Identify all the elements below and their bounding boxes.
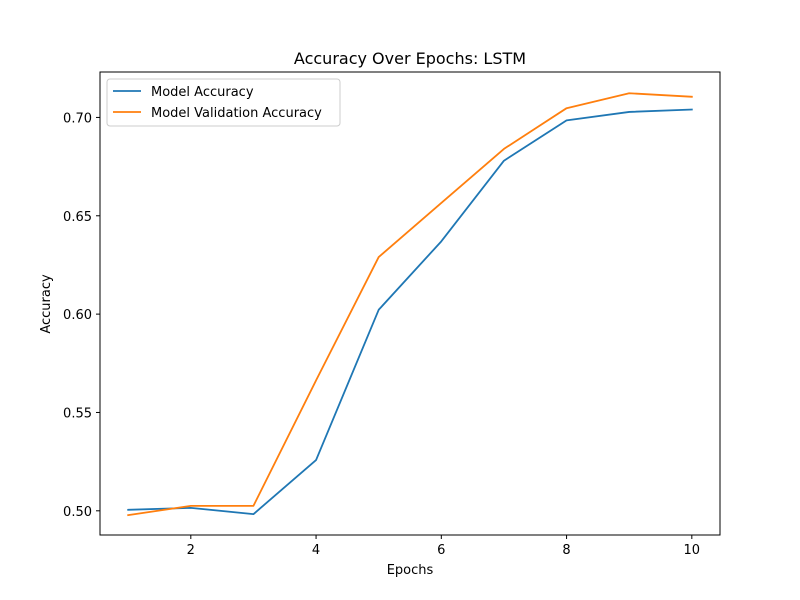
plot-area: 2 4 6 8 10 0.50 0.55 0.60 0.65 0.70 Model Accuracy… [63,71,721,558]
y-axis-label: Accuracy [39,274,54,334]
x-tick-label: 8 [562,543,570,558]
y-tick-label: 0.60 [63,308,92,323]
x-tick-label: 10 [684,543,701,558]
legend-label-1: Model Accuracy [151,85,254,100]
legend-frame [106,78,341,127]
series-line-1 [127,108,693,516]
x-tick-label: 2 [187,543,195,558]
y-tick-label: 0.55 [63,406,92,421]
y-tick-label: 0.65 [63,210,92,225]
legend-label-2: Model Validation Accuracy [151,106,322,121]
legend: Model Accuracy Model Validation Accuracy [106,78,341,127]
series-line-2 [127,92,693,517]
x-tick-label: 6 [437,543,445,558]
chart-title: Accuracy Over Epochs: LSTM [294,49,526,68]
y-tick-label: 0.70 [63,111,92,126]
x-axis-label: Epochs [387,563,434,578]
x-tick-label: 4 [312,543,320,558]
axes-frame [99,71,721,536]
y-tick-label: 0.50 [63,505,92,520]
